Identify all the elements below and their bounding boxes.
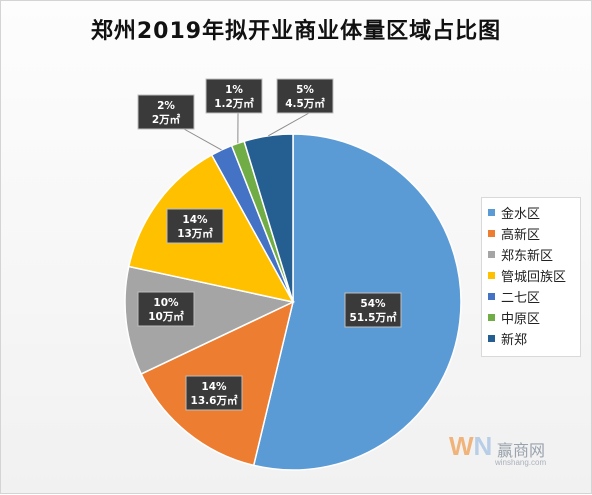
legend-swatch [488,251,495,258]
legend-item: 高新区 [488,223,574,244]
data-label-percent: 2% [157,100,175,112]
legend-label: 中原区 [501,308,540,327]
data-label-1: 54%51.5万㎡ [345,293,401,327]
data-label-value: 51.5万㎡ [350,311,397,324]
legend-item: 新郑 [488,328,574,349]
data-label-value: 13万㎡ [177,227,213,240]
legend-swatch [488,209,495,216]
legend-swatch [488,335,495,342]
winshang-logo-icon: WN [449,431,492,462]
legend-swatch [488,230,495,237]
legend-label: 新郑 [501,329,527,348]
legend-label: 二七区 [501,287,540,306]
data-label-5: 2%2万㎡ [138,95,194,129]
data-label-3: 10%10万㎡ [138,292,194,326]
data-label-value: 1.2万㎡ [214,97,254,110]
data-label-percent: 54% [360,298,386,310]
legend-label: 高新区 [501,224,540,243]
data-label-value: 10万㎡ [148,310,184,323]
watermark-site: winshang.com [495,458,546,467]
legend-item: 中原区 [488,307,574,328]
data-label-4: 14%13万㎡ [167,209,223,243]
legend-label: 郑东新区 [501,245,553,264]
data-label-value: 4.5万㎡ [285,97,325,110]
chart-legend: 金水区高新区郑东新区管城回族区二七区中原区新郑 [481,197,581,357]
watermark-logo: WN 赢商网 winshang.com [449,431,579,471]
data-label-percent: 1% [225,84,243,96]
data-label-percent: 14% [201,381,227,393]
legend-item: 管城回族区 [488,265,574,286]
legend-item: 二七区 [488,286,574,307]
legend-item: 郑东新区 [488,244,574,265]
data-label-value: 2万㎡ [152,113,181,126]
leader-line-5 [184,129,222,150]
legend-item: 金水区 [488,202,574,223]
legend-label: 金水区 [501,203,540,222]
legend-swatch [488,314,495,321]
legend-label: 管城回族区 [501,266,566,285]
data-label-6: 1%1.2万㎡ [206,79,262,113]
legend-swatch [488,272,495,279]
data-label-percent: 5% [296,84,314,96]
legend-swatch [488,293,495,300]
data-label-percent: 10% [153,297,179,309]
data-label-percent: 14% [182,214,208,226]
data-label-2: 14%13.6万㎡ [186,376,242,410]
data-label-value: 13.6万㎡ [191,394,238,407]
data-label-7: 5%4.5万㎡ [277,79,333,113]
leader-line-7 [268,113,309,136]
